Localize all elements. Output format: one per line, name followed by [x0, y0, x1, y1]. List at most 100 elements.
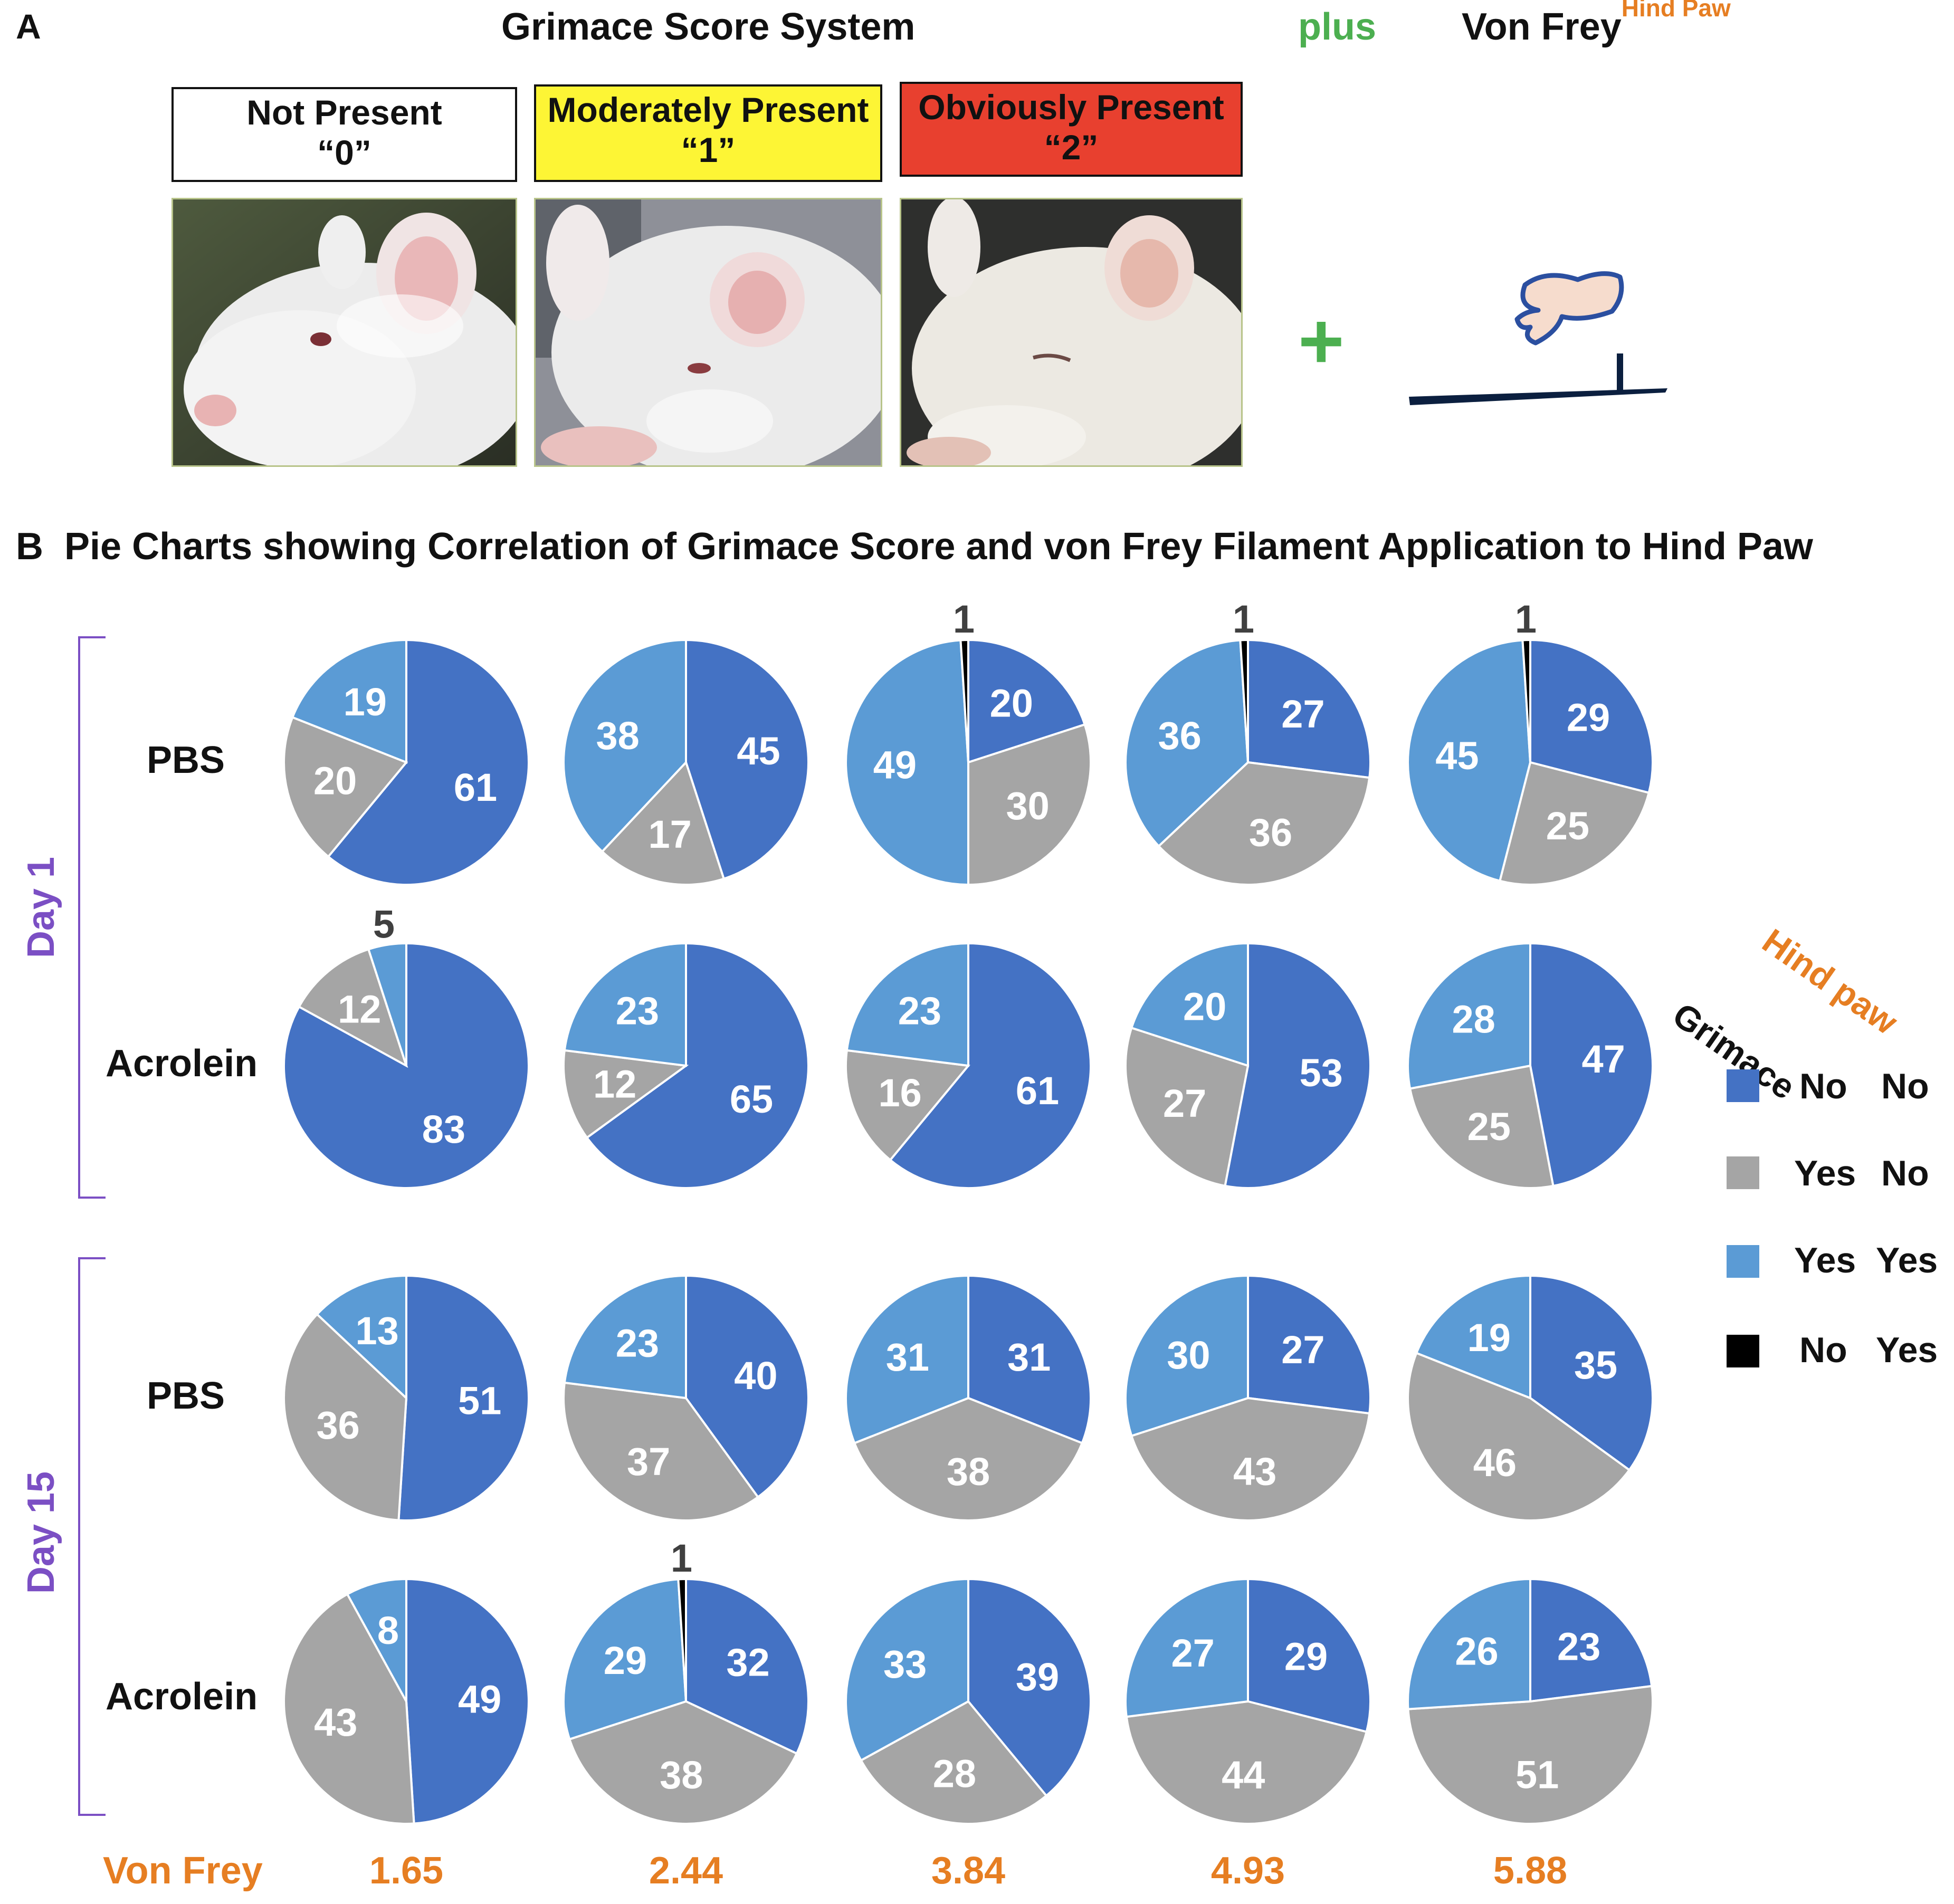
pie-day1-pbs-5-label-yes-no: 25 — [1546, 804, 1589, 848]
pie-day1-acrolein-4-slice-yes-no — [1124, 1026, 1250, 1188]
pie-day1-pbs-1-label-no-no: 61 — [454, 766, 497, 809]
pie-day1-acrolein-5-label-no-no: 47 — [1581, 1037, 1625, 1081]
pie-day1-pbs-5-slice-yes-yes — [1407, 639, 1532, 883]
legend-swatch-no-no — [1727, 1069, 1759, 1102]
score-value-0: “0” — [317, 133, 371, 172]
pie-day15-acrolein-1-label-no-no: 49 — [458, 1678, 501, 1721]
mouse-photo-score-1 — [534, 198, 882, 467]
pie-day1-acrolein-3-label-yes-no: 16 — [878, 1071, 921, 1115]
pie-day1-acrolein-5-slice-no-no — [1529, 942, 1654, 1188]
pie-day15-acrolein-3-label-yes-yes: 33 — [883, 1642, 927, 1686]
pie-day1-pbs-2-slice-yes-no — [601, 760, 726, 886]
pie-day1-pbs-1-slice-yes-no — [283, 716, 408, 858]
pie-day15-pbs-5-label-no-no: 35 — [1574, 1343, 1617, 1387]
day-brackets — [78, 636, 106, 1816]
pie-day1-acrolein-5: 47 25 28 — [1407, 942, 1654, 1189]
pie-day15-acrolein-4: 29 44 27 — [1124, 1577, 1371, 1825]
pie-day15-acrolein-5-slice-yes-yes — [1407, 1577, 1531, 1710]
von-frey-force-3: 3.84 — [931, 1850, 1006, 1892]
legend-swatch-no-yes — [1727, 1335, 1759, 1367]
pie-day1-pbs-2-slice-yes-yes — [563, 638, 687, 853]
pie-day1-pbs-4-label-no-no: 27 — [1281, 692, 1324, 736]
pie-day15-acrolein-2-slice-no-no — [685, 1577, 809, 1755]
pie-day15-pbs-2-label-no-no: 40 — [734, 1354, 777, 1398]
pie-day15-acrolein-3-label-yes-no: 28 — [933, 1752, 976, 1796]
pie-day1-acrolein-3: 61 16 23 — [845, 942, 1092, 1189]
pie-day1-pbs-5-label-no-no: 29 — [1567, 696, 1610, 740]
pie-day15-pbs-2-slice-yes-yes — [563, 1274, 687, 1400]
pie-day1-pbs-5-slice-no-no — [1529, 638, 1654, 795]
panel-a-letter: A — [16, 7, 41, 46]
grimace-title: Grimace Score System — [501, 6, 916, 48]
row-label-day15-acrolein: Acrolein — [106, 1676, 258, 1718]
plus-word: plus — [1298, 6, 1377, 48]
pie-day1-pbs-3-slice-no-no — [967, 638, 1086, 764]
pie-day1-pbs-2-label-no-no: 45 — [737, 729, 780, 773]
legend-hindpaw-2: Yes — [1876, 1240, 1938, 1280]
legend-hindpaw-3: Yes — [1876, 1330, 1938, 1370]
pie-day15-pbs-2-slice-no-no — [685, 1274, 809, 1499]
pie-day15-acrolein-2-slice-yes-no — [568, 1700, 798, 1825]
von-frey-force-1: 1.65 — [369, 1850, 444, 1892]
pie-day15-acrolein-4-slice-no-no — [1247, 1577, 1371, 1734]
pie-day15-acrolein-5: 23 51 26 — [1407, 1577, 1654, 1825]
pie-day15-pbs-1-label-yes-yes: 13 — [356, 1309, 399, 1353]
pie-day15-acrolein-4-label-yes-yes: 27 — [1171, 1631, 1214, 1675]
filament-shape — [1617, 353, 1623, 390]
pie-day1-acrolein-4-label-yes-no: 27 — [1163, 1082, 1206, 1125]
score-value-2: “2” — [1044, 128, 1099, 167]
score-label-2: Obviously Present — [918, 88, 1224, 127]
pie-day1-pbs-3-slice-no-yes — [959, 638, 969, 763]
pie-day15-pbs-2-label-yes-no: 37 — [627, 1440, 670, 1484]
pie-day1-pbs-5-label-yes-yes: 45 — [1435, 734, 1479, 778]
pie-day1-pbs-3-slice-yes-yes — [845, 639, 969, 886]
pie-day15-acrolein-5-slice-yes-no — [1407, 1685, 1654, 1825]
von-frey-axis-label: Von Frey — [103, 1850, 263, 1892]
pie-day1-pbs-1-slice-yes-yes — [291, 638, 407, 764]
pie-day15-pbs-4-label-no-no: 27 — [1281, 1328, 1324, 1372]
pie-day1-pbs-3-slice-yes-no — [967, 723, 1092, 886]
pie-day15-acrolein-2-slice-no-yes — [677, 1577, 687, 1702]
vonfrey-title: Von FreyHind Paw — [1462, 0, 1731, 49]
pie-day15-acrolein-2-label-yes-yes: 29 — [604, 1639, 647, 1682]
pie-day15-pbs-5-slice-yes-yes — [1415, 1274, 1531, 1400]
pie-day15-pbs-5: 35 46 19 — [1407, 1274, 1654, 1522]
mouse-photo-score-2 — [900, 198, 1243, 467]
legend-hindpaw-1: No — [1881, 1153, 1929, 1193]
pie-day15-acrolein-1-slice-no-no — [405, 1577, 530, 1825]
pie-day1-pbs-2-label-yes-yes: 38 — [596, 714, 639, 758]
pie-day15-acrolein-5-label-yes-no: 51 — [1515, 1753, 1559, 1797]
pie-day15-pbs-3-label-yes-yes: 31 — [886, 1335, 929, 1379]
pie-day1-pbs-1-slice-no-no — [327, 638, 530, 886]
pie-day15-acrolein-1-label-yes-no: 43 — [314, 1700, 357, 1744]
pie-day1-acrolein-5-slice-yes-no — [1408, 1064, 1555, 1189]
pie-day1-acrolein-2-label-yes-yes: 23 — [616, 989, 659, 1033]
legend-swatch-yes-no — [1727, 1156, 1759, 1189]
pie-day15-acrolein-1-slice-yes-no — [283, 1592, 415, 1825]
pie-day1-pbs-5-slice-no-yes — [1521, 638, 1531, 763]
pie-day15-pbs-5-label-yes-yes: 19 — [1467, 1316, 1511, 1360]
score-label-1: Moderately Present — [547, 90, 869, 129]
pie-day1-acrolein-4-slice-no-no — [1224, 942, 1371, 1189]
pie-day15-acrolein-3: 39 28 33 — [845, 1577, 1092, 1825]
pie-day15-pbs-1-slice-no-no — [397, 1274, 530, 1522]
pie-day15-pbs-2: 40 37 23 — [563, 1274, 809, 1522]
score-box-2: Obviously Present “2” — [900, 82, 1243, 177]
pie-day1-acrolein-1-label-yes-yes: 5 — [373, 902, 395, 946]
pie-day15-pbs-4-slice-no-no — [1247, 1274, 1371, 1415]
pie-day1-acrolein-5-label-yes-yes: 28 — [1452, 997, 1495, 1041]
pie-day15-pbs-5-slice-yes-no — [1407, 1352, 1631, 1522]
pie-day1-acrolein-3-slice-no-no — [889, 942, 1092, 1189]
paw-shape — [1514, 271, 1624, 346]
panel-b-letter: B — [16, 525, 43, 568]
pie-day1-pbs-3-label-no-yes: 1 — [953, 597, 975, 641]
pie-day15-pbs-5-slice-no-no — [1529, 1274, 1654, 1472]
pie-day1-acrolein-3-slice-yes-yes — [845, 942, 969, 1067]
pie-day15-acrolein-4-slice-yes-yes — [1124, 1577, 1249, 1718]
pie-day15-acrolein-3-label-no-no: 39 — [1016, 1655, 1059, 1699]
pie-day15-pbs-3: 31 38 31 — [845, 1274, 1092, 1522]
pie-day1-acrolein-2-label-yes-no: 12 — [593, 1063, 636, 1106]
pie-day1-acrolein-1: 83 12 5 — [283, 902, 530, 1189]
row-label-day15-pbs: PBS — [147, 1375, 225, 1417]
score-value-1: “1” — [681, 130, 736, 169]
